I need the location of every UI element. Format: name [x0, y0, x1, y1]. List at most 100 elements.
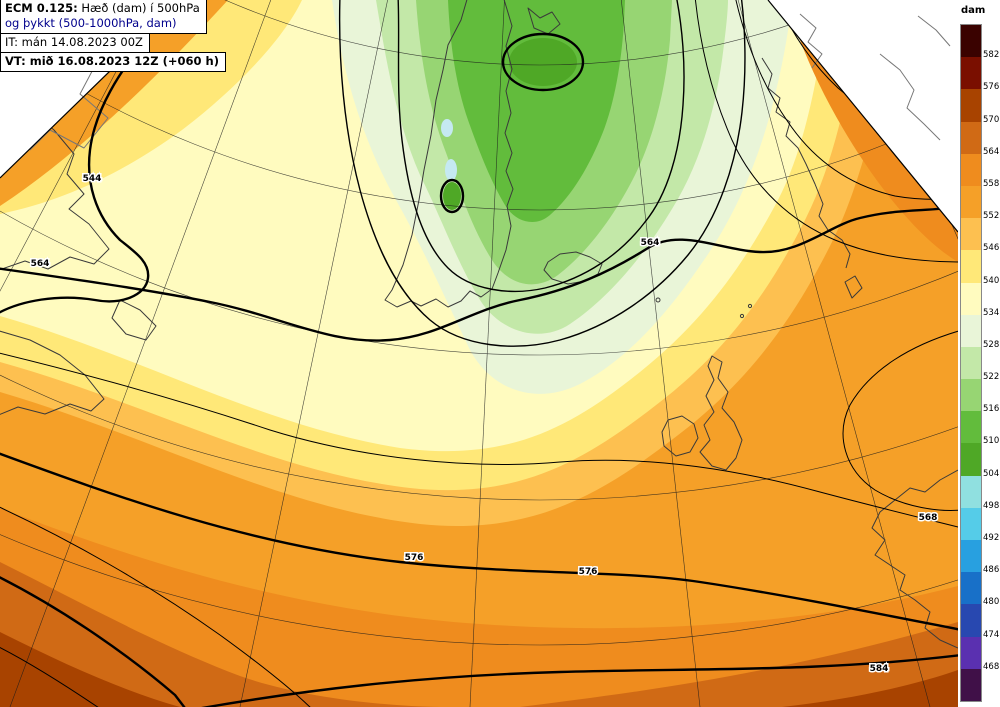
legend-color-patch: [961, 668, 981, 701]
legend-color-patch: [961, 153, 981, 186]
contour-556: [694, 0, 958, 263]
contour-572: [842, 329, 958, 511]
fill-green-core: [509, 38, 577, 86]
legend-color-patch: [961, 540, 981, 573]
fill-deep-orange-se: [520, 622, 958, 707]
contour-label: 564: [641, 238, 660, 248]
arctic-island-coastline: [917, 15, 951, 47]
coastlines: [0, 0, 958, 649]
meridian-line: [239, 0, 541, 707]
legend-label: 546: [983, 243, 1000, 254]
init-time: IT: mán 14.08.2023 00Z: [0, 32, 150, 53]
faroe-islands: [655, 297, 661, 303]
fill-green-pocket: [443, 182, 461, 210]
legend-color-patch: [961, 121, 981, 154]
weather-map: 544 564 564 568 576 576 584: [0, 0, 958, 707]
legend-label: 540: [983, 275, 1000, 286]
legend-color-patch: [961, 507, 981, 540]
meridian-line: [9, 0, 541, 707]
legend-color-patch: [961, 314, 981, 347]
legend-label: 510: [983, 436, 1000, 447]
legend-color-patch: [961, 636, 981, 669]
contour-label: 564: [31, 259, 50, 269]
chart-title-box: ECM 0.125: Hæð (dam) í 500hPa og þykkt (…: [0, 0, 226, 72]
legend-label: 564: [983, 146, 1000, 157]
contour-label: 544: [83, 174, 102, 184]
contour-584-sw: [0, 573, 190, 707]
legend-label: 492: [983, 533, 1000, 544]
legend-label: 558: [983, 178, 1000, 189]
legend-label: 468: [983, 661, 1000, 672]
fill-cyan-spot-2: [445, 159, 457, 181]
arctic-island-coastline: [799, 13, 823, 69]
contour-584: [178, 653, 958, 707]
height-contours: [0, 0, 958, 707]
shetland-islands: [747, 303, 753, 309]
parallel-arc: [0, 0, 958, 356]
legend-label: 522: [983, 372, 1000, 383]
fill-brown-se-tip: [782, 670, 958, 707]
legend-label: 504: [983, 468, 1000, 479]
great-britain-coastline: [699, 355, 743, 471]
legend-label: 582: [983, 50, 1000, 61]
legend-label: 576: [983, 82, 1000, 93]
legend-color-patch: [961, 346, 981, 380]
legend-color-patch: [961, 57, 981, 90]
contour-label: 576: [579, 567, 598, 577]
legend-color-patch: [961, 572, 981, 605]
legend-color-patch: [961, 89, 981, 122]
fill-dark-orange-upper-right: [768, 0, 958, 262]
fill-dark-orange-bottom: [0, 508, 958, 707]
parallel-arc: [0, 0, 958, 211]
chart-subtitle: og þykkt (500-1000hPa, dam): [5, 15, 177, 30]
legend-color-patch: [961, 250, 981, 283]
legend-color-patch: [961, 218, 981, 251]
legend-color-patch: [961, 185, 981, 219]
shetland-islands: [739, 313, 745, 319]
contour-580: [0, 504, 316, 707]
meridian-line: [539, 0, 931, 707]
denmark-coastline: [844, 275, 863, 299]
fill-deep-orange-sw: [0, 562, 440, 707]
labrador-coastline: [0, 329, 105, 417]
legend-label: 498: [983, 500, 1000, 511]
parallel-arc: [0, 0, 958, 66]
legend-label: 474: [983, 629, 1000, 640]
legend-color-patch: [961, 282, 981, 315]
contour-label: 584: [870, 664, 889, 674]
color-scale-legend: dam 582 576 570 564 558 552 546 540 534 528 522 516…: [958, 0, 1000, 707]
contour-544: [0, 36, 150, 317]
greenland-coastline: [384, 0, 514, 308]
legend-color-patch: [961, 443, 981, 476]
legend-color-patch: [961, 379, 981, 412]
graticule: [0, 0, 958, 707]
legend-color-patch: [961, 604, 981, 637]
svalbard-coastline: [527, 7, 561, 35]
norway-coastline: [761, 57, 851, 269]
valid-time: VT: mið 16.08.2023 12Z (+060 h): [0, 51, 226, 72]
model-name: ECM 0.125:: [5, 1, 78, 15]
meridian-line: [469, 0, 541, 707]
parallel-arc: [0, 0, 958, 501]
title-line-1-2: ECM 0.125: Hæð (dam) í 500hPa og þykkt (…: [0, 0, 207, 34]
fill-brown-sw-tip: [0, 632, 180, 707]
boundary-line-ne: [767, 0, 958, 233]
contour-564: [0, 204, 958, 342]
contour-closed-low-small: [439, 178, 465, 214]
newfoundland-coastline: [111, 299, 157, 341]
contour-588: [0, 644, 106, 707]
legend-color-patch: [961, 475, 981, 508]
contour-552-ne: [734, 0, 958, 200]
contour-label: 576: [405, 553, 424, 563]
contour-552-ring: [397, 0, 685, 293]
meridian-line: [539, 0, 701, 707]
france-spain-coastline: [871, 469, 958, 649]
parallel-arc: [0, 0, 958, 646]
legend-label: 516: [983, 404, 1000, 415]
ireland-coastline: [661, 415, 699, 457]
contour-560-ring: [338, 0, 746, 347]
contour-closed-low: [501, 32, 585, 92]
legend-color-patch: [961, 411, 981, 444]
fill-cyan-spot-1: [441, 119, 453, 137]
legend-label: 480: [983, 597, 1000, 608]
